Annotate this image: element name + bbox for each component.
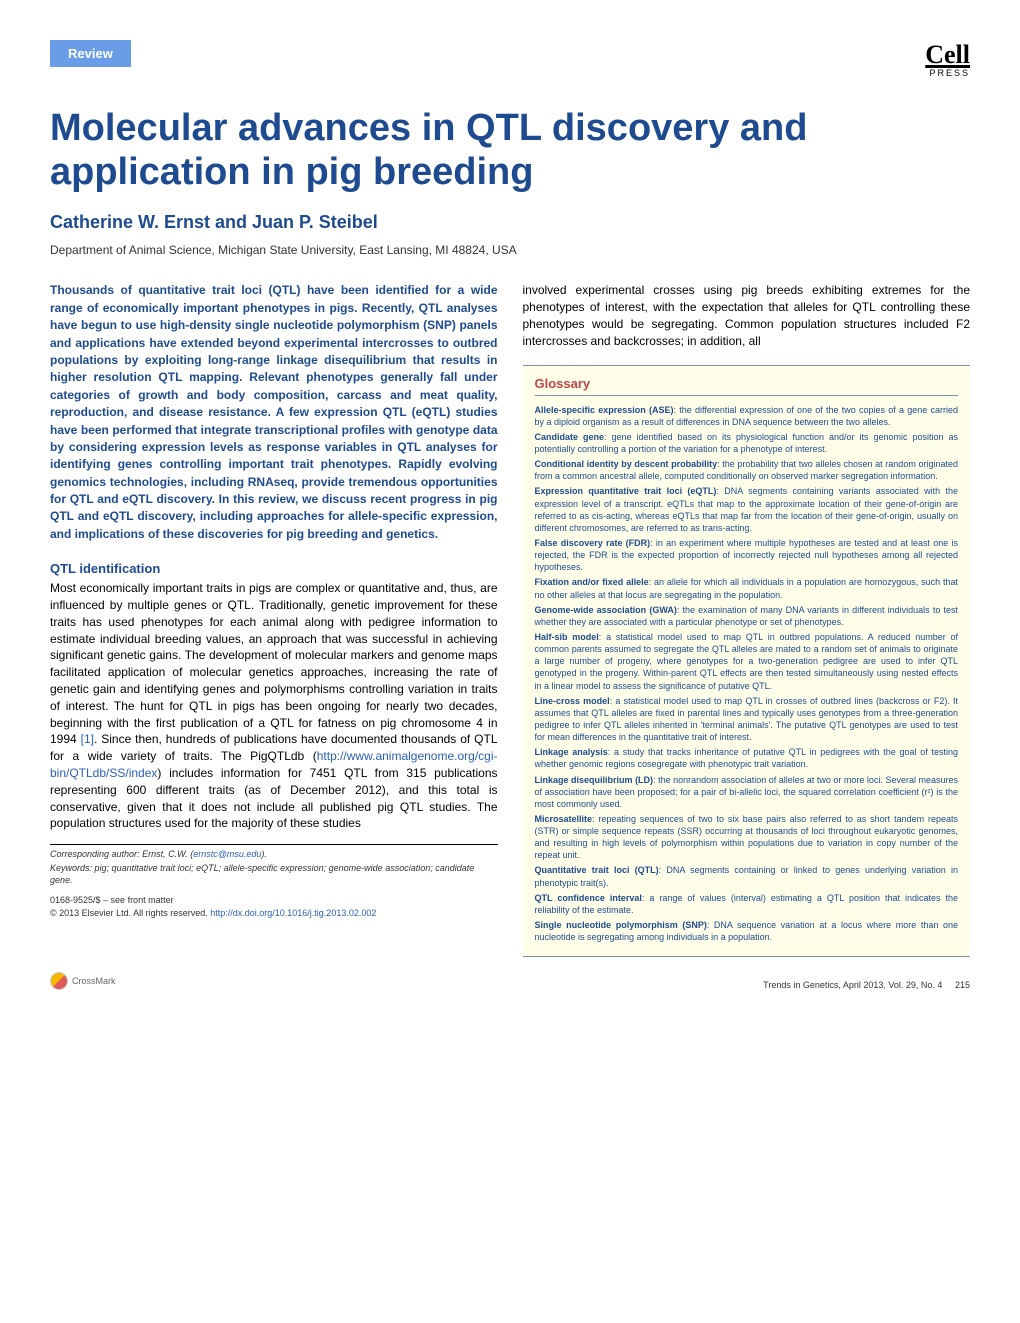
glossary-term: Genome-wide association (GWA): [535, 605, 677, 615]
page-number: 215: [955, 980, 970, 990]
glossary-entry: Conditional identity by descent probabil…: [535, 458, 959, 482]
glossary-term: Linkage analysis: [535, 747, 608, 757]
logo-brand: Cell: [925, 40, 970, 70]
crossmark-icon: [50, 972, 68, 990]
front-matter-issn: 0168-9525/$ – see front matter: [50, 894, 498, 907]
page-footer: CrossMark Trends in Genetics, April 2013…: [50, 972, 970, 990]
glossary-term: Quantitative trait loci (QTL): [535, 865, 659, 875]
corresponding-label: Corresponding author:: [50, 849, 140, 859]
glossary-entry: Candidate gene: gene identified based on…: [535, 431, 959, 455]
keywords-label: Keywords:: [50, 863, 92, 873]
publisher-logo: Cell PRESS: [925, 40, 970, 78]
glossary-entry: Line-cross model: a statistical model us…: [535, 695, 959, 744]
affiliation: Department of Animal Science, Michigan S…: [50, 243, 970, 257]
glossary-entry: Fixation and/or fixed allele: an allele …: [535, 576, 959, 600]
glossary-entry: Microsatellite: repeating sequences of t…: [535, 813, 959, 862]
doi-link[interactable]: http://dx.doi.org/10.1016/j.tig.2013.02.…: [210, 908, 376, 918]
glossary-entry: QTL confidence interval: a range of valu…: [535, 892, 959, 916]
glossary-term: QTL confidence interval: [535, 893, 642, 903]
glossary-term: Microsatellite: [535, 814, 593, 824]
abstract: Thousands of quantitative trait loci (QT…: [50, 282, 498, 543]
glossary-term: Conditional identity by descent probabil…: [535, 459, 718, 469]
authors: Catherine W. Ernst and Juan P. Steibel: [50, 212, 970, 233]
glossary-entry: Linkage disequilibrium (LD): the nonrand…: [535, 774, 959, 810]
keywords-line: Keywords: pig; quantitative trait loci; …: [50, 863, 498, 886]
logo-sub: PRESS: [925, 68, 970, 78]
copyright-text: © 2013 Elsevier Ltd. All rights reserved…: [50, 908, 208, 918]
glossary-term: Single nucleotide polymorphism (SNP): [535, 920, 707, 930]
glossary-entry: False discovery rate (FDR): in an experi…: [535, 537, 959, 573]
glossary-term: Line-cross model: [535, 696, 610, 706]
reference-link-1[interactable]: [1]: [81, 732, 94, 746]
journal-info: Trends in Genetics, April 2013, Vol. 29,…: [763, 980, 942, 990]
corresponding-email-link[interactable]: ernstc@msu.edu: [193, 849, 261, 859]
corresponding-author: Corresponding author: Ernst, C.W. (ernst…: [50, 844, 498, 861]
glossary-term: Half-sib model: [535, 632, 599, 642]
body-paragraph: Most economically important traits in pi…: [50, 580, 498, 832]
review-badge: Review: [50, 40, 131, 67]
glossary-definition: : a statistical model used to map QTL in…: [535, 632, 959, 691]
glossary-term: Allele-specific expression (ASE): [535, 405, 674, 415]
glossary-entry: Genome-wide association (GWA): the exami…: [535, 604, 959, 628]
glossary-term: Fixation and/or fixed allele: [535, 577, 649, 587]
glossary-entry: Allele-specific expression (ASE): the di…: [535, 404, 959, 428]
glossary-term: False discovery rate (FDR): [535, 538, 651, 548]
glossary-title: Glossary: [535, 376, 959, 396]
article-title: Molecular advances in QTL discovery and …: [50, 107, 970, 194]
glossary-entry: Expression quantitative trait loci (eQTL…: [535, 485, 959, 534]
left-column: Thousands of quantitative trait loci (QT…: [50, 282, 498, 957]
glossary-term: Linkage disequilibrium (LD): [535, 775, 654, 785]
glossary-entry: Linkage analysis: a study that tracks in…: [535, 746, 959, 770]
crossmark-label: CrossMark: [72, 976, 116, 986]
corresponding-name: Ernst, C.W.: [142, 849, 188, 859]
glossary-term: Expression quantitative trait loci (eQTL…: [535, 486, 717, 496]
glossary-entry: Half-sib model: a statistical model used…: [535, 631, 959, 692]
section-heading-qtl: QTL identification: [50, 561, 498, 576]
glossary-entry: Quantitative trait loci (QTL): DNA segme…: [535, 864, 959, 888]
glossary-term: Candidate gene: [535, 432, 605, 442]
right-intro-text: involved experimental crosses using pig …: [523, 282, 971, 349]
body-text-1: Most economically important traits in pi…: [50, 581, 498, 746]
glossary-definition: : repeating sequences of two to six base…: [535, 814, 959, 860]
glossary-box: Glossary Allele-specific expression (ASE…: [523, 365, 971, 958]
crossmark-badge[interactable]: CrossMark: [50, 972, 116, 990]
page-info: Trends in Genetics, April 2013, Vol. 29,…: [763, 980, 970, 990]
keywords-text: pig; quantitative trait loci; eQTL; alle…: [50, 863, 474, 885]
glossary-entries: Allele-specific expression (ASE): the di…: [535, 404, 959, 944]
front-matter: 0168-9525/$ – see front matter © 2013 El…: [50, 894, 498, 919]
right-column: involved experimental crosses using pig …: [523, 282, 971, 957]
glossary-entry: Single nucleotide polymorphism (SNP): DN…: [535, 919, 959, 943]
